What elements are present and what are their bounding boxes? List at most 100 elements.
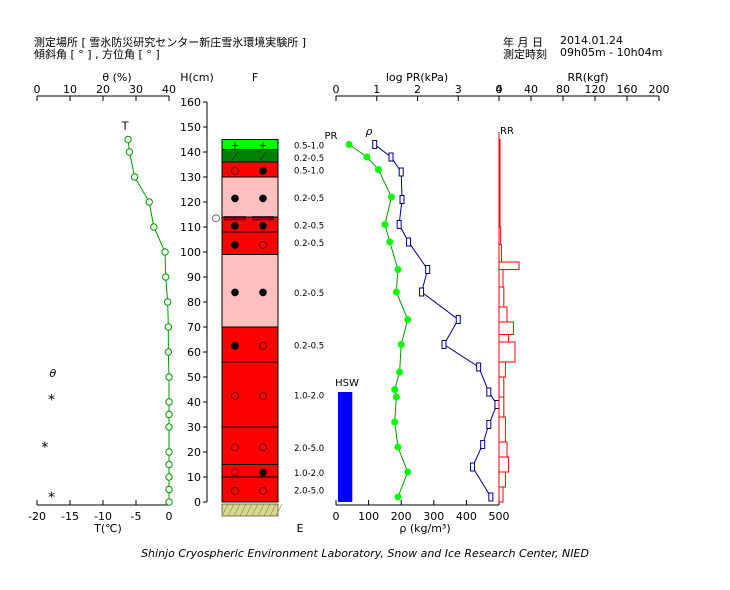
grain-shape-symbol: ○	[231, 486, 240, 497]
rr-segment	[498, 151, 501, 178]
grain-shape-symbol: ●	[231, 193, 240, 204]
pr-point	[388, 152, 394, 162]
temperature-tick-label: -15	[61, 510, 79, 523]
height-tick-label: 10	[187, 471, 201, 484]
density-tick-label: 200	[391, 510, 412, 523]
density-point	[391, 418, 399, 426]
pr-axis-title: log PR(kPa)	[386, 71, 448, 84]
pr-point	[480, 440, 486, 449]
grain-shape-symbol: ●	[259, 287, 268, 298]
grain-size-label: 1.0-2.0	[294, 392, 324, 402]
pr-point	[486, 420, 492, 429]
density-tick-label: 300	[423, 510, 444, 523]
pr-point	[372, 140, 378, 149]
temperature-point	[163, 298, 172, 306]
ground-hatch-line	[251, 503, 259, 517]
rr-segment	[498, 471, 506, 488]
height-tick-label: 150	[180, 121, 201, 134]
ground-hatch-line	[263, 503, 271, 517]
grain-size-label: 1.0-2.0	[294, 469, 324, 479]
temperature-point	[165, 473, 173, 481]
density-series-label: ρ	[366, 125, 373, 138]
pr-tick-label: 0	[333, 83, 340, 96]
grain-shape-symbol: ⟋	[260, 152, 267, 163]
height-tick-label: 40	[187, 396, 201, 409]
grain-shape-symbol: ○	[259, 391, 268, 402]
temperature-tick-label: -20	[28, 510, 46, 523]
height-axis-title: H(cm)	[180, 71, 214, 84]
rr-segment	[498, 396, 505, 418]
rr-tick-label: 40	[524, 83, 538, 96]
rr-segment	[498, 456, 510, 473]
density-tick-label: 0	[333, 510, 340, 523]
temperature-point	[124, 135, 132, 144]
pr-tick-label: 4	[496, 83, 503, 96]
hardness-f-label: F	[252, 71, 258, 84]
pr-tick-label: 2	[414, 83, 421, 96]
temperature-series-label: T	[121, 120, 129, 133]
temperature-point	[130, 173, 139, 181]
ground-hatch-line	[245, 503, 253, 517]
ground-hatch-line	[275, 503, 283, 517]
grain-shape-symbol: ○	[231, 467, 240, 478]
density-point	[363, 153, 371, 161]
rr-tick-label: 160	[617, 83, 638, 96]
pr-point	[476, 362, 482, 372]
density-point	[392, 393, 400, 401]
rr-segment	[498, 244, 502, 263]
temperature-point	[150, 223, 158, 231]
theta-marker: *	[41, 440, 48, 456]
rr-tick-label: 80	[556, 83, 570, 96]
height-tick-label: 90	[187, 271, 201, 284]
pr-point	[455, 315, 461, 324]
density-point	[387, 193, 395, 201]
grain-size-label: 0.2-0.5	[294, 222, 324, 232]
grain-shape-symbol: ●	[231, 239, 240, 250]
pr-tick-label: 1	[373, 83, 380, 96]
density-point	[394, 443, 402, 451]
ground-hatch-line	[257, 503, 265, 517]
height-tick-label: 120	[180, 196, 201, 209]
temperature-point	[165, 373, 173, 381]
height-tick-label: 160	[180, 96, 201, 109]
height-tick-label: 0	[194, 496, 201, 509]
side-marker: ○	[212, 213, 221, 224]
ground-hatch-line	[233, 503, 241, 517]
pr-point	[488, 492, 494, 502]
temperature-tick-label: -10	[94, 510, 112, 523]
temperature-point	[145, 198, 153, 206]
rr-segment	[498, 321, 514, 335]
grain-size-label: 0.2-0.5	[294, 154, 324, 164]
ground-hatch-line	[221, 503, 229, 517]
theta-tick-label: 10	[63, 83, 77, 96]
pr-point	[425, 265, 431, 274]
footer-credit: Shinjo Cryospheric Environment Laborator…	[141, 547, 589, 560]
rr-segment	[498, 201, 501, 228]
pr-point	[399, 195, 405, 204]
rr-axis-title: RR(kgf)	[567, 71, 608, 84]
pr-point	[406, 237, 412, 247]
rr-segment	[498, 306, 508, 323]
density-point	[404, 316, 412, 323]
temperature-point	[165, 460, 173, 469]
density-point	[386, 238, 394, 246]
rr-segment	[498, 334, 510, 343]
grain-size-label: 0.2-0.5	[294, 342, 324, 352]
site-label: 測定場所 [ 雪氷防災研究センター新庄雪氷環境実験所 ]	[34, 36, 307, 49]
temperature-point	[165, 410, 173, 419]
height-tick-label: 100	[180, 246, 201, 259]
theta-marker: *	[48, 490, 55, 506]
height-tick-label: 60	[187, 346, 201, 359]
grain-shape-symbol: ●	[259, 193, 268, 204]
rr-segment	[498, 286, 505, 308]
grain-shape-symbol: ●	[231, 221, 240, 232]
date-label: 年 月 日	[503, 36, 543, 49]
height-tick-label: 140	[180, 146, 201, 159]
pr-tick-label: 3	[455, 83, 462, 96]
grain-shape-symbol: ○	[259, 486, 268, 497]
temperature-point	[164, 348, 173, 356]
density-tick-label: 500	[489, 510, 510, 523]
height-tick-label: 70	[187, 321, 201, 334]
pr-point	[494, 400, 500, 409]
theta-tick-label: 20	[96, 83, 110, 96]
